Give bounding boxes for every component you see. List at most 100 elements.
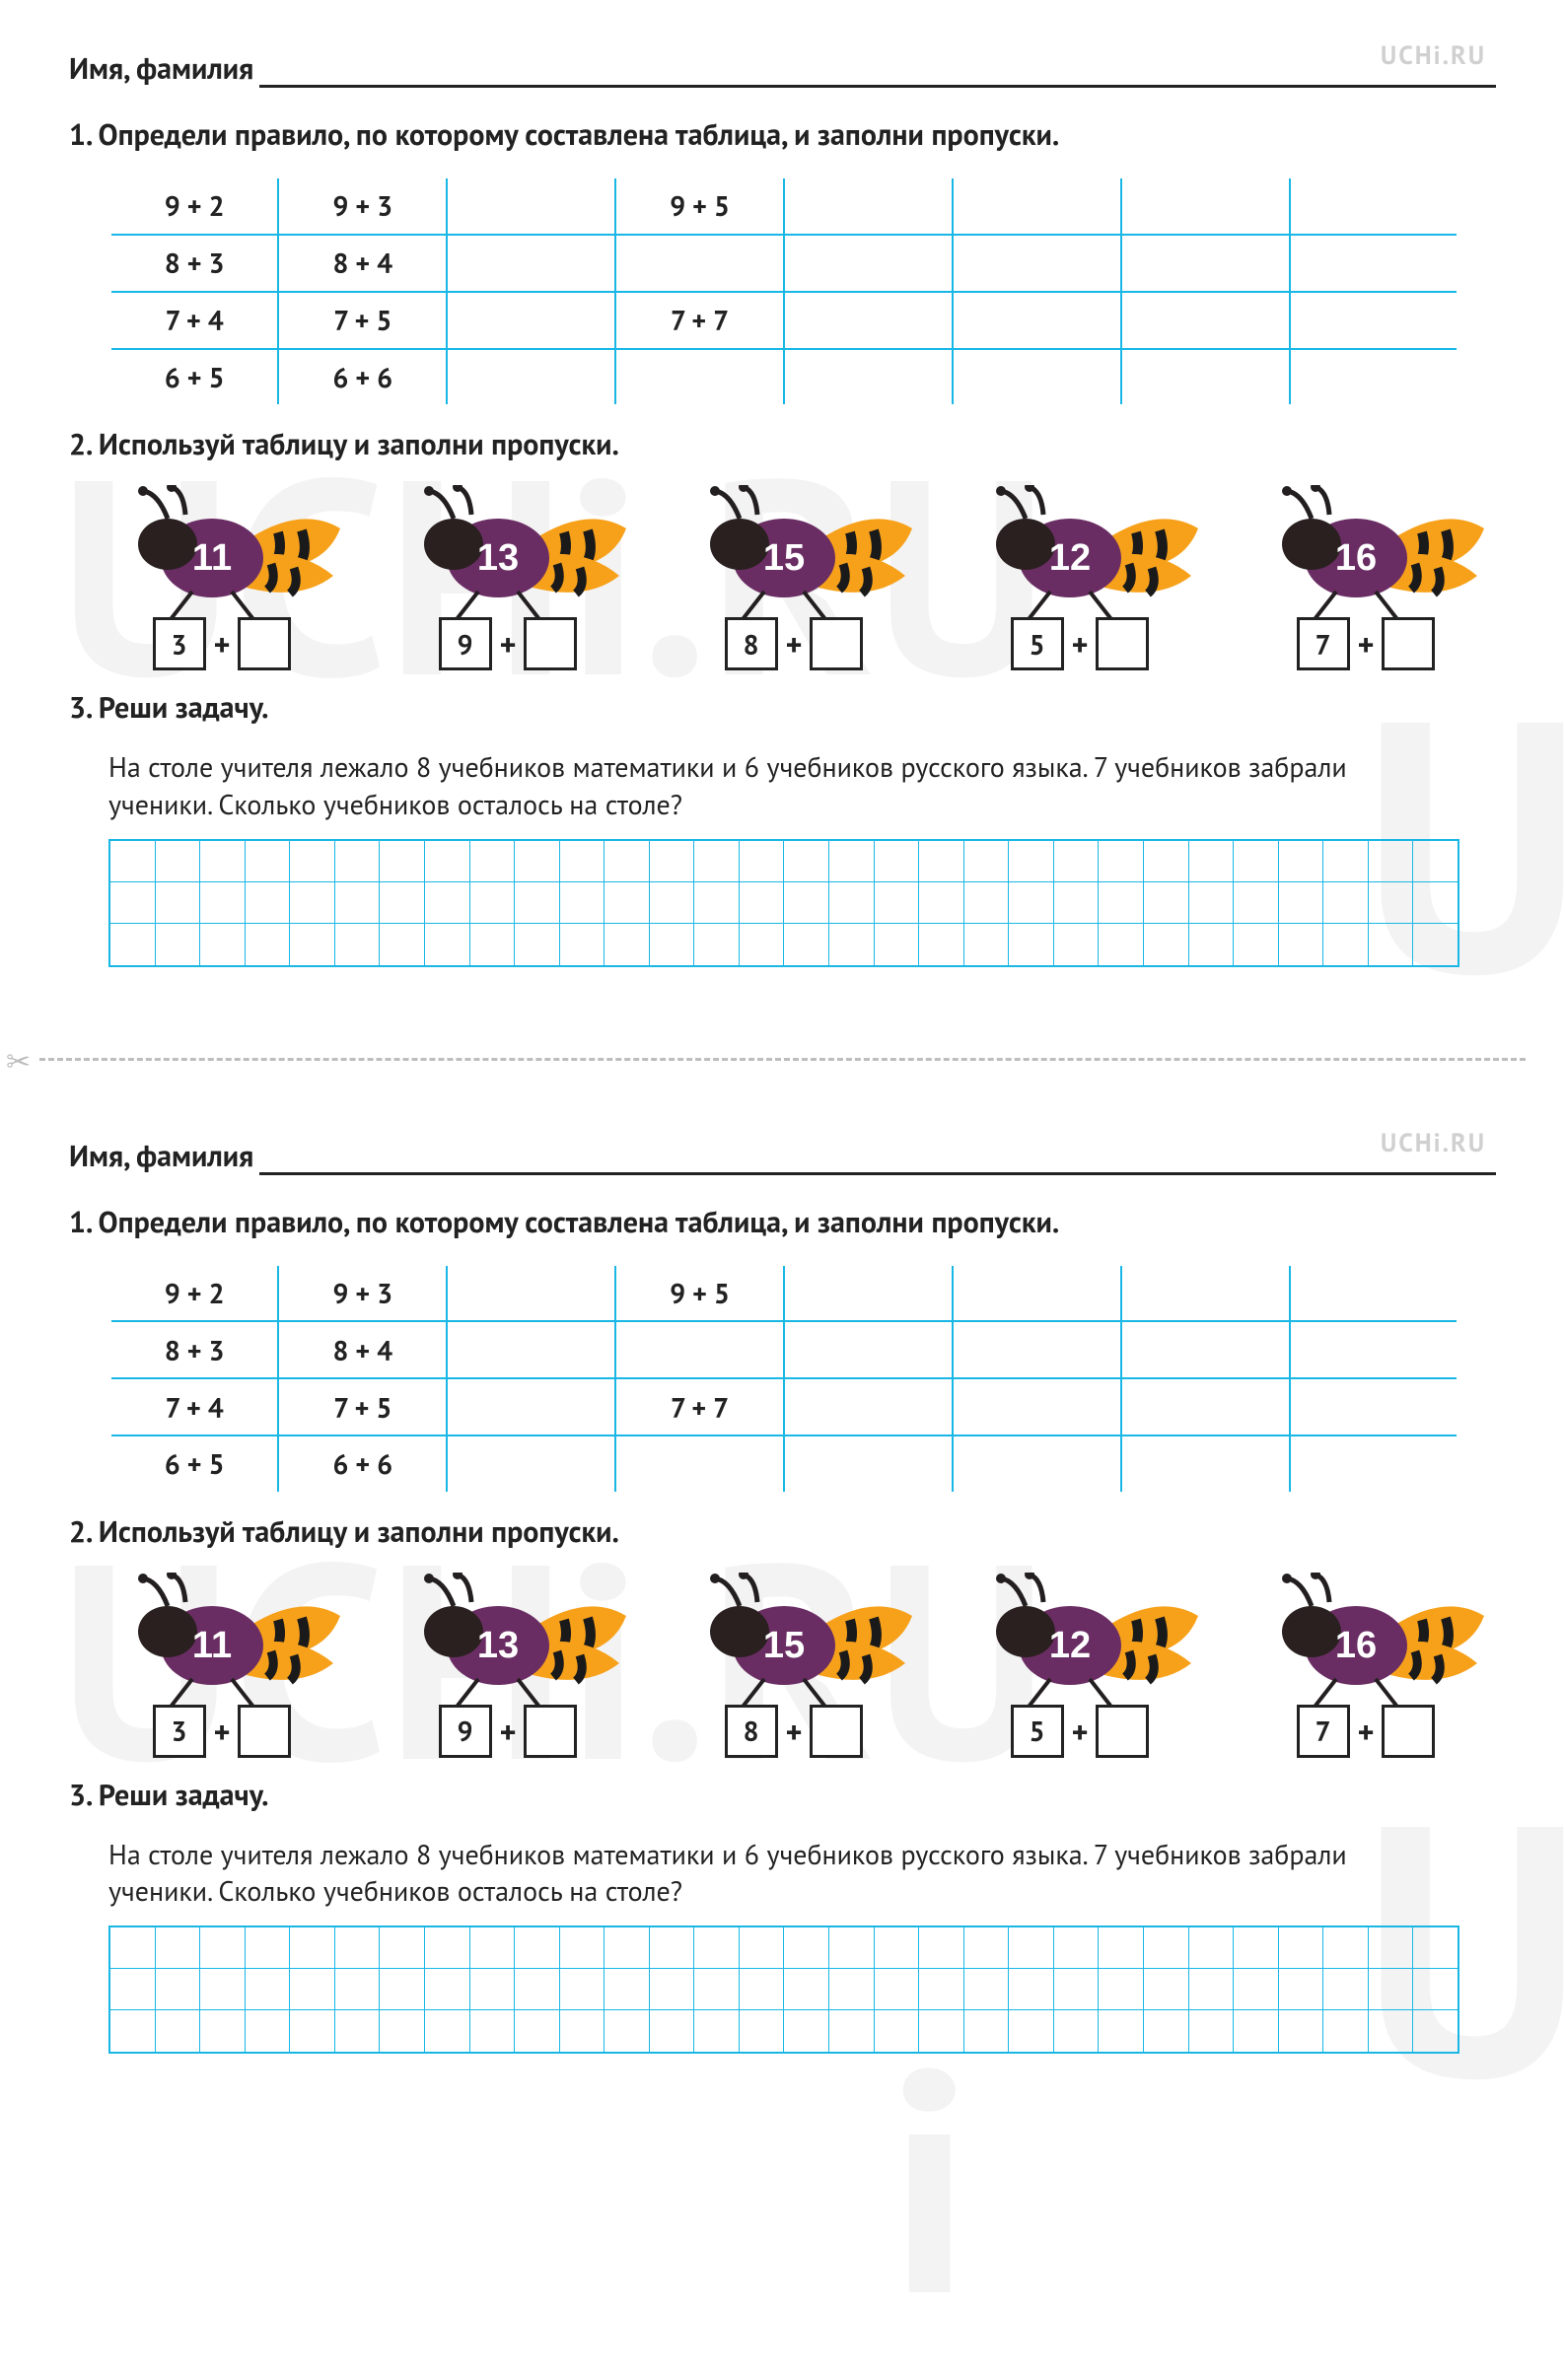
grid-cell[interactable]	[380, 1969, 425, 2010]
addend-box-left[interactable]: 9	[439, 617, 492, 670]
grid-cell[interactable]	[829, 924, 875, 965]
grid-cell[interactable]	[1054, 924, 1100, 965]
addend-box-left[interactable]: 5	[1011, 617, 1064, 670]
grid-cell[interactable]	[875, 1969, 920, 2010]
table-cell[interactable]	[953, 1264, 1121, 1321]
grid-cell[interactable]	[156, 2010, 201, 2052]
grid-cell[interactable]	[110, 882, 156, 924]
addend-box-left[interactable]: 5	[1011, 1705, 1064, 1758]
grid-cell[interactable]	[694, 2010, 740, 2052]
grid-cell[interactable]	[156, 1927, 201, 1969]
grid-cell[interactable]	[740, 2010, 785, 2052]
grid-cell[interactable]	[605, 882, 650, 924]
table-cell[interactable]	[953, 235, 1121, 292]
grid-cell[interactable]	[784, 882, 829, 924]
addend-box-right[interactable]	[1382, 617, 1435, 670]
grid-cell[interactable]	[110, 2010, 156, 2052]
grid-cell[interactable]	[605, 841, 650, 882]
grid-cell[interactable]	[784, 1927, 829, 1969]
grid-cell[interactable]	[1323, 1927, 1369, 1969]
grid-cell[interactable]	[1144, 882, 1189, 924]
grid-cell[interactable]	[1189, 841, 1235, 882]
grid-cell[interactable]	[740, 1969, 785, 2010]
grid-cell[interactable]	[425, 924, 470, 965]
addend-box-right[interactable]	[810, 1705, 863, 1758]
task1-table[interactable]: 9 + 29 + 39 + 58 + 38 + 47 + 47 + 57 + 7…	[108, 1263, 1459, 1495]
grid-cell[interactable]	[560, 841, 605, 882]
grid-cell[interactable]	[919, 1969, 964, 2010]
grid-cell[interactable]	[1279, 1927, 1324, 1969]
table-cell[interactable]: 7 + 5	[278, 292, 447, 349]
grid-cell[interactable]	[740, 1927, 785, 1969]
grid-cell[interactable]	[1369, 841, 1414, 882]
table-cell[interactable]	[784, 1264, 953, 1321]
table-cell[interactable]	[615, 1435, 784, 1493]
grid-cell[interactable]	[694, 924, 740, 965]
table-cell[interactable]	[1121, 235, 1290, 292]
table-cell[interactable]: 8 + 4	[278, 235, 447, 292]
grid-cell[interactable]	[1189, 1969, 1235, 2010]
table-cell[interactable]: 9 + 2	[110, 177, 279, 235]
grid-cell[interactable]	[1054, 841, 1100, 882]
grid-cell[interactable]	[425, 841, 470, 882]
grid-cell[interactable]	[246, 1927, 291, 1969]
grid-cell[interactable]	[694, 882, 740, 924]
grid-cell[interactable]	[875, 924, 920, 965]
grid-cell[interactable]	[425, 882, 470, 924]
table-cell[interactable]	[784, 1435, 953, 1493]
grid-cell[interactable]	[425, 1927, 470, 1969]
grid-cell[interactable]	[605, 2010, 650, 2052]
table-cell[interactable]: 9 + 3	[278, 1264, 447, 1321]
grid-cell[interactable]	[919, 841, 964, 882]
grid-cell[interactable]	[200, 841, 246, 882]
grid-cell[interactable]	[605, 1927, 650, 1969]
grid-cell[interactable]	[1144, 1927, 1189, 1969]
table-cell[interactable]: 9 + 2	[110, 1264, 279, 1321]
addend-box-left[interactable]: 3	[153, 1705, 206, 1758]
grid-cell[interactable]	[560, 1927, 605, 1969]
grid-cell[interactable]	[200, 882, 246, 924]
grid-cell[interactable]	[1369, 882, 1414, 924]
grid-cell[interactable]	[1413, 924, 1458, 965]
table-cell[interactable]	[447, 1378, 615, 1435]
grid-cell[interactable]	[1009, 2010, 1054, 2052]
addend-box-left[interactable]: 3	[153, 617, 206, 670]
grid-cell[interactable]	[1099, 1969, 1144, 2010]
grid-cell[interactable]	[1234, 841, 1279, 882]
table-cell[interactable]	[1121, 177, 1290, 235]
grid-cell[interactable]	[290, 924, 335, 965]
grid-cell[interactable]	[1054, 882, 1100, 924]
table-cell[interactable]	[1290, 1264, 1458, 1321]
grid-cell[interactable]	[1054, 2010, 1100, 2052]
table-cell[interactable]	[1290, 349, 1458, 406]
grid-cell[interactable]	[425, 2010, 470, 2052]
table-cell[interactable]	[953, 1378, 1121, 1435]
table-cell[interactable]: 8 + 3	[110, 235, 279, 292]
grid-cell[interactable]	[1009, 841, 1054, 882]
grid-cell[interactable]	[964, 1969, 1010, 2010]
grid-cell[interactable]	[335, 1969, 381, 2010]
grid-cell[interactable]	[380, 924, 425, 965]
name-underline[interactable]	[259, 1148, 1496, 1175]
table-cell[interactable]	[1290, 1378, 1458, 1435]
task3-answer-grid[interactable]	[108, 839, 1459, 967]
grid-cell[interactable]	[1189, 882, 1235, 924]
table-cell[interactable]	[784, 1378, 953, 1435]
grid-cell[interactable]	[740, 882, 785, 924]
grid-cell[interactable]	[919, 924, 964, 965]
grid-cell[interactable]	[1413, 841, 1458, 882]
table-cell[interactable]: 6 + 6	[278, 349, 447, 406]
grid-cell[interactable]	[110, 1927, 156, 1969]
table-cell[interactable]	[953, 349, 1121, 406]
grid-cell[interactable]	[964, 882, 1010, 924]
grid-cell[interactable]	[200, 1927, 246, 1969]
table-cell[interactable]: 7 + 5	[278, 1378, 447, 1435]
grid-cell[interactable]	[1369, 2010, 1414, 2052]
addend-box-left[interactable]: 8	[725, 1705, 778, 1758]
grid-cell[interactable]	[784, 2010, 829, 2052]
table-cell[interactable]	[1121, 1378, 1290, 1435]
grid-cell[interactable]	[380, 882, 425, 924]
table-cell[interactable]: 6 + 5	[110, 349, 279, 406]
grid-cell[interactable]	[919, 2010, 964, 2052]
table-cell[interactable]: 7 + 7	[615, 1378, 784, 1435]
